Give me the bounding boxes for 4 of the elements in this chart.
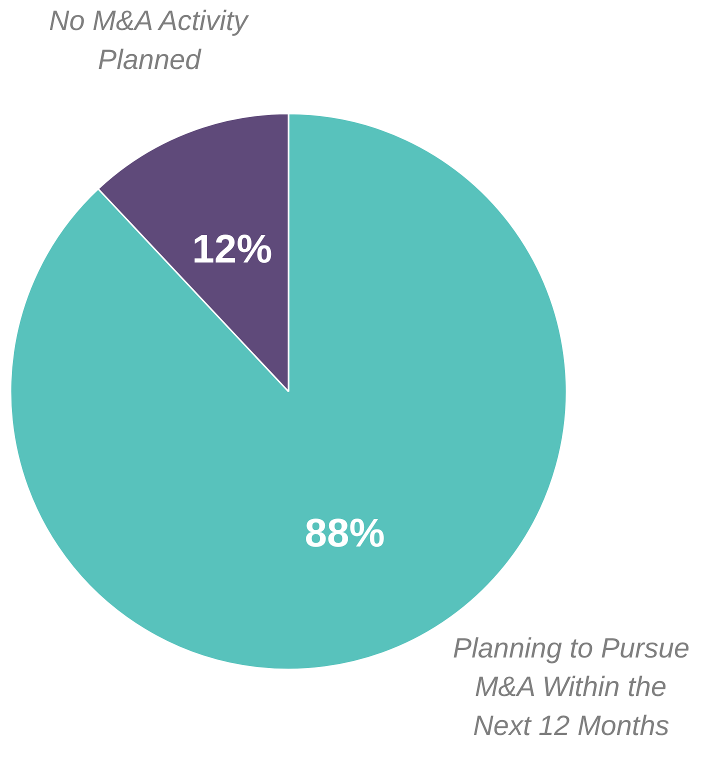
slice-label: No M&A Activity Planned [48,5,250,75]
data-label: 88% [304,512,385,556]
data-label: 12% [192,227,272,272]
slice-label: Planning to Pursue M&A Within the Next 12 Months [452,632,690,741]
